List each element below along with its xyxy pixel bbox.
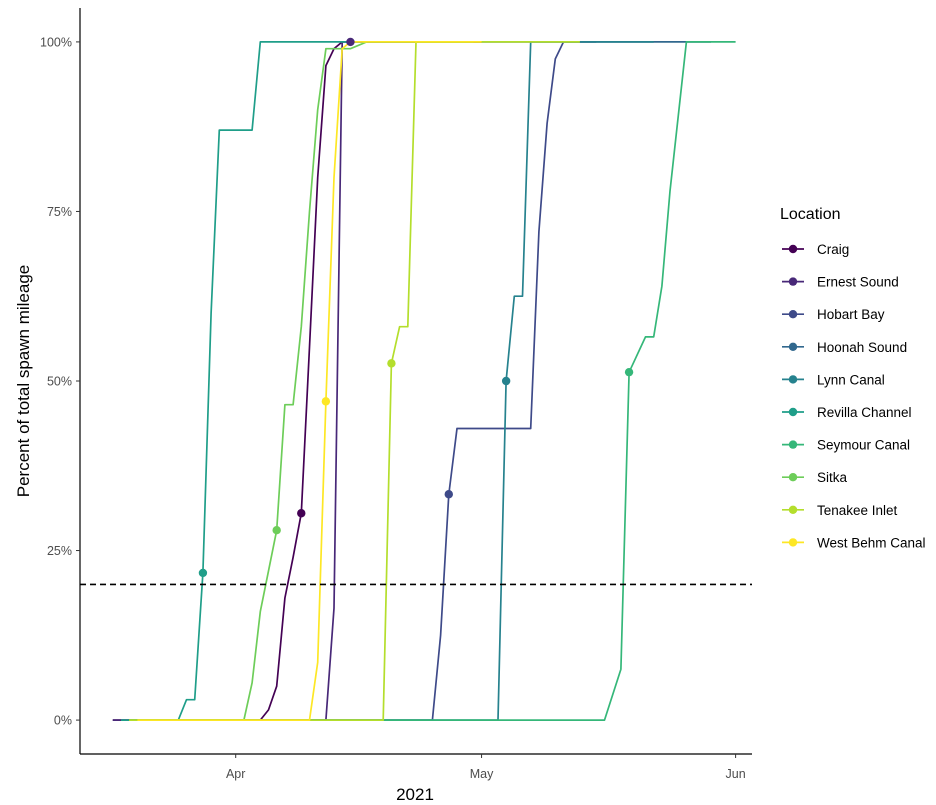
legend-item-craig: Craig: [782, 242, 849, 257]
legend-key-point: [788, 473, 798, 482]
x-tick-label: May: [470, 767, 494, 781]
series-point-revilla-channel: [198, 568, 208, 578]
series-markers: [198, 37, 634, 578]
legend-item-lynn-canal: Lynn Canal: [782, 372, 885, 387]
plot-area: [112, 41, 736, 721]
legend-key-point: [788, 407, 798, 417]
legend-key-point: [788, 310, 798, 319]
legend-label: Tenakee Inlet: [817, 503, 898, 518]
legend-items: Craig Ernest Sound Hobart Bay Hoonah Sound L…: [782, 242, 926, 550]
legend-label: Craig: [817, 242, 849, 257]
series-line-tenakee-inlet: [129, 41, 580, 721]
series-line-seymour-canal: [129, 41, 736, 721]
legend-label: Revilla Channel: [817, 405, 912, 420]
legend-label: West Behm Canal: [817, 535, 926, 550]
series-point-ernest-sound: [346, 37, 355, 47]
legend-key-point: [788, 375, 798, 384]
legend-item-hobart-bay: Hobart Bay: [782, 307, 885, 322]
legend-key-point: [788, 440, 798, 449]
legend-label: Hoonah Sound: [817, 340, 907, 355]
y-axis-title: Percent of total spawn mileage: [14, 265, 33, 497]
legend: Location Craig Ernest Sound Hobart Bay Hoon…: [780, 206, 926, 550]
legend-item-hoonah-sound: Hoonah Sound: [782, 340, 907, 355]
legend-title: Location: [780, 206, 841, 223]
y-tick-label: 100%: [40, 35, 72, 49]
legend-key-point: [788, 538, 798, 547]
legend-key-point: [788, 505, 798, 514]
legend-item-west-behm-canal: West Behm Canal: [782, 535, 926, 550]
legend-label: Ernest Sound: [817, 275, 899, 290]
y-tick-label: 75%: [47, 205, 72, 219]
series-line-ernest-sound: [112, 41, 482, 721]
series-point-craig: [297, 509, 306, 518]
legend-key-point: [788, 342, 798, 351]
series-point-seymour-canal: [624, 367, 634, 377]
series-point-hobart-bay: [444, 490, 453, 499]
y-tick-label: 0%: [54, 714, 72, 728]
series-line-revilla-channel: [121, 41, 466, 721]
legend-item-tenakee-inlet: Tenakee Inlet: [782, 503, 898, 518]
legend-item-revilla-channel: Revilla Channel: [782, 405, 912, 420]
series-line-hobart-bay: [137, 41, 597, 721]
y-tick-label: 50%: [47, 375, 72, 389]
series-point-lynn-canal: [501, 376, 511, 386]
legend-item-seymour-canal: Seymour Canal: [782, 438, 910, 453]
legend-item-sitka: Sitka: [782, 470, 848, 485]
series-line-sitka: [129, 41, 474, 721]
series-point-west-behm-canal: [321, 397, 331, 406]
legend-key-point: [788, 244, 798, 254]
y-tick-label: 25%: [47, 544, 72, 558]
legend-label: Lynn Canal: [817, 372, 885, 387]
series-line-craig: [112, 41, 482, 721]
legend-label: Seymour Canal: [817, 438, 910, 453]
legend-label: Hobart Bay: [817, 307, 885, 322]
x-axis-title: 2021: [396, 785, 434, 804]
series-line-west-behm-canal: [137, 41, 482, 721]
x-tick-label: Apr: [226, 767, 245, 781]
series-line-lynn-canal: [137, 41, 654, 721]
x-tick-label: Jun: [726, 767, 746, 781]
x-axis-ticks: Apr May Jun: [226, 754, 746, 781]
legend-item-ernest-sound: Ernest Sound: [782, 275, 899, 290]
legend-key-point: [788, 277, 798, 286]
legend-label: Sitka: [817, 470, 848, 485]
series-point-sitka: [272, 526, 281, 535]
y-axis-ticks: 0% 25% 50% 75% 100%: [40, 35, 80, 728]
series-point-tenakee-inlet: [387, 359, 396, 368]
